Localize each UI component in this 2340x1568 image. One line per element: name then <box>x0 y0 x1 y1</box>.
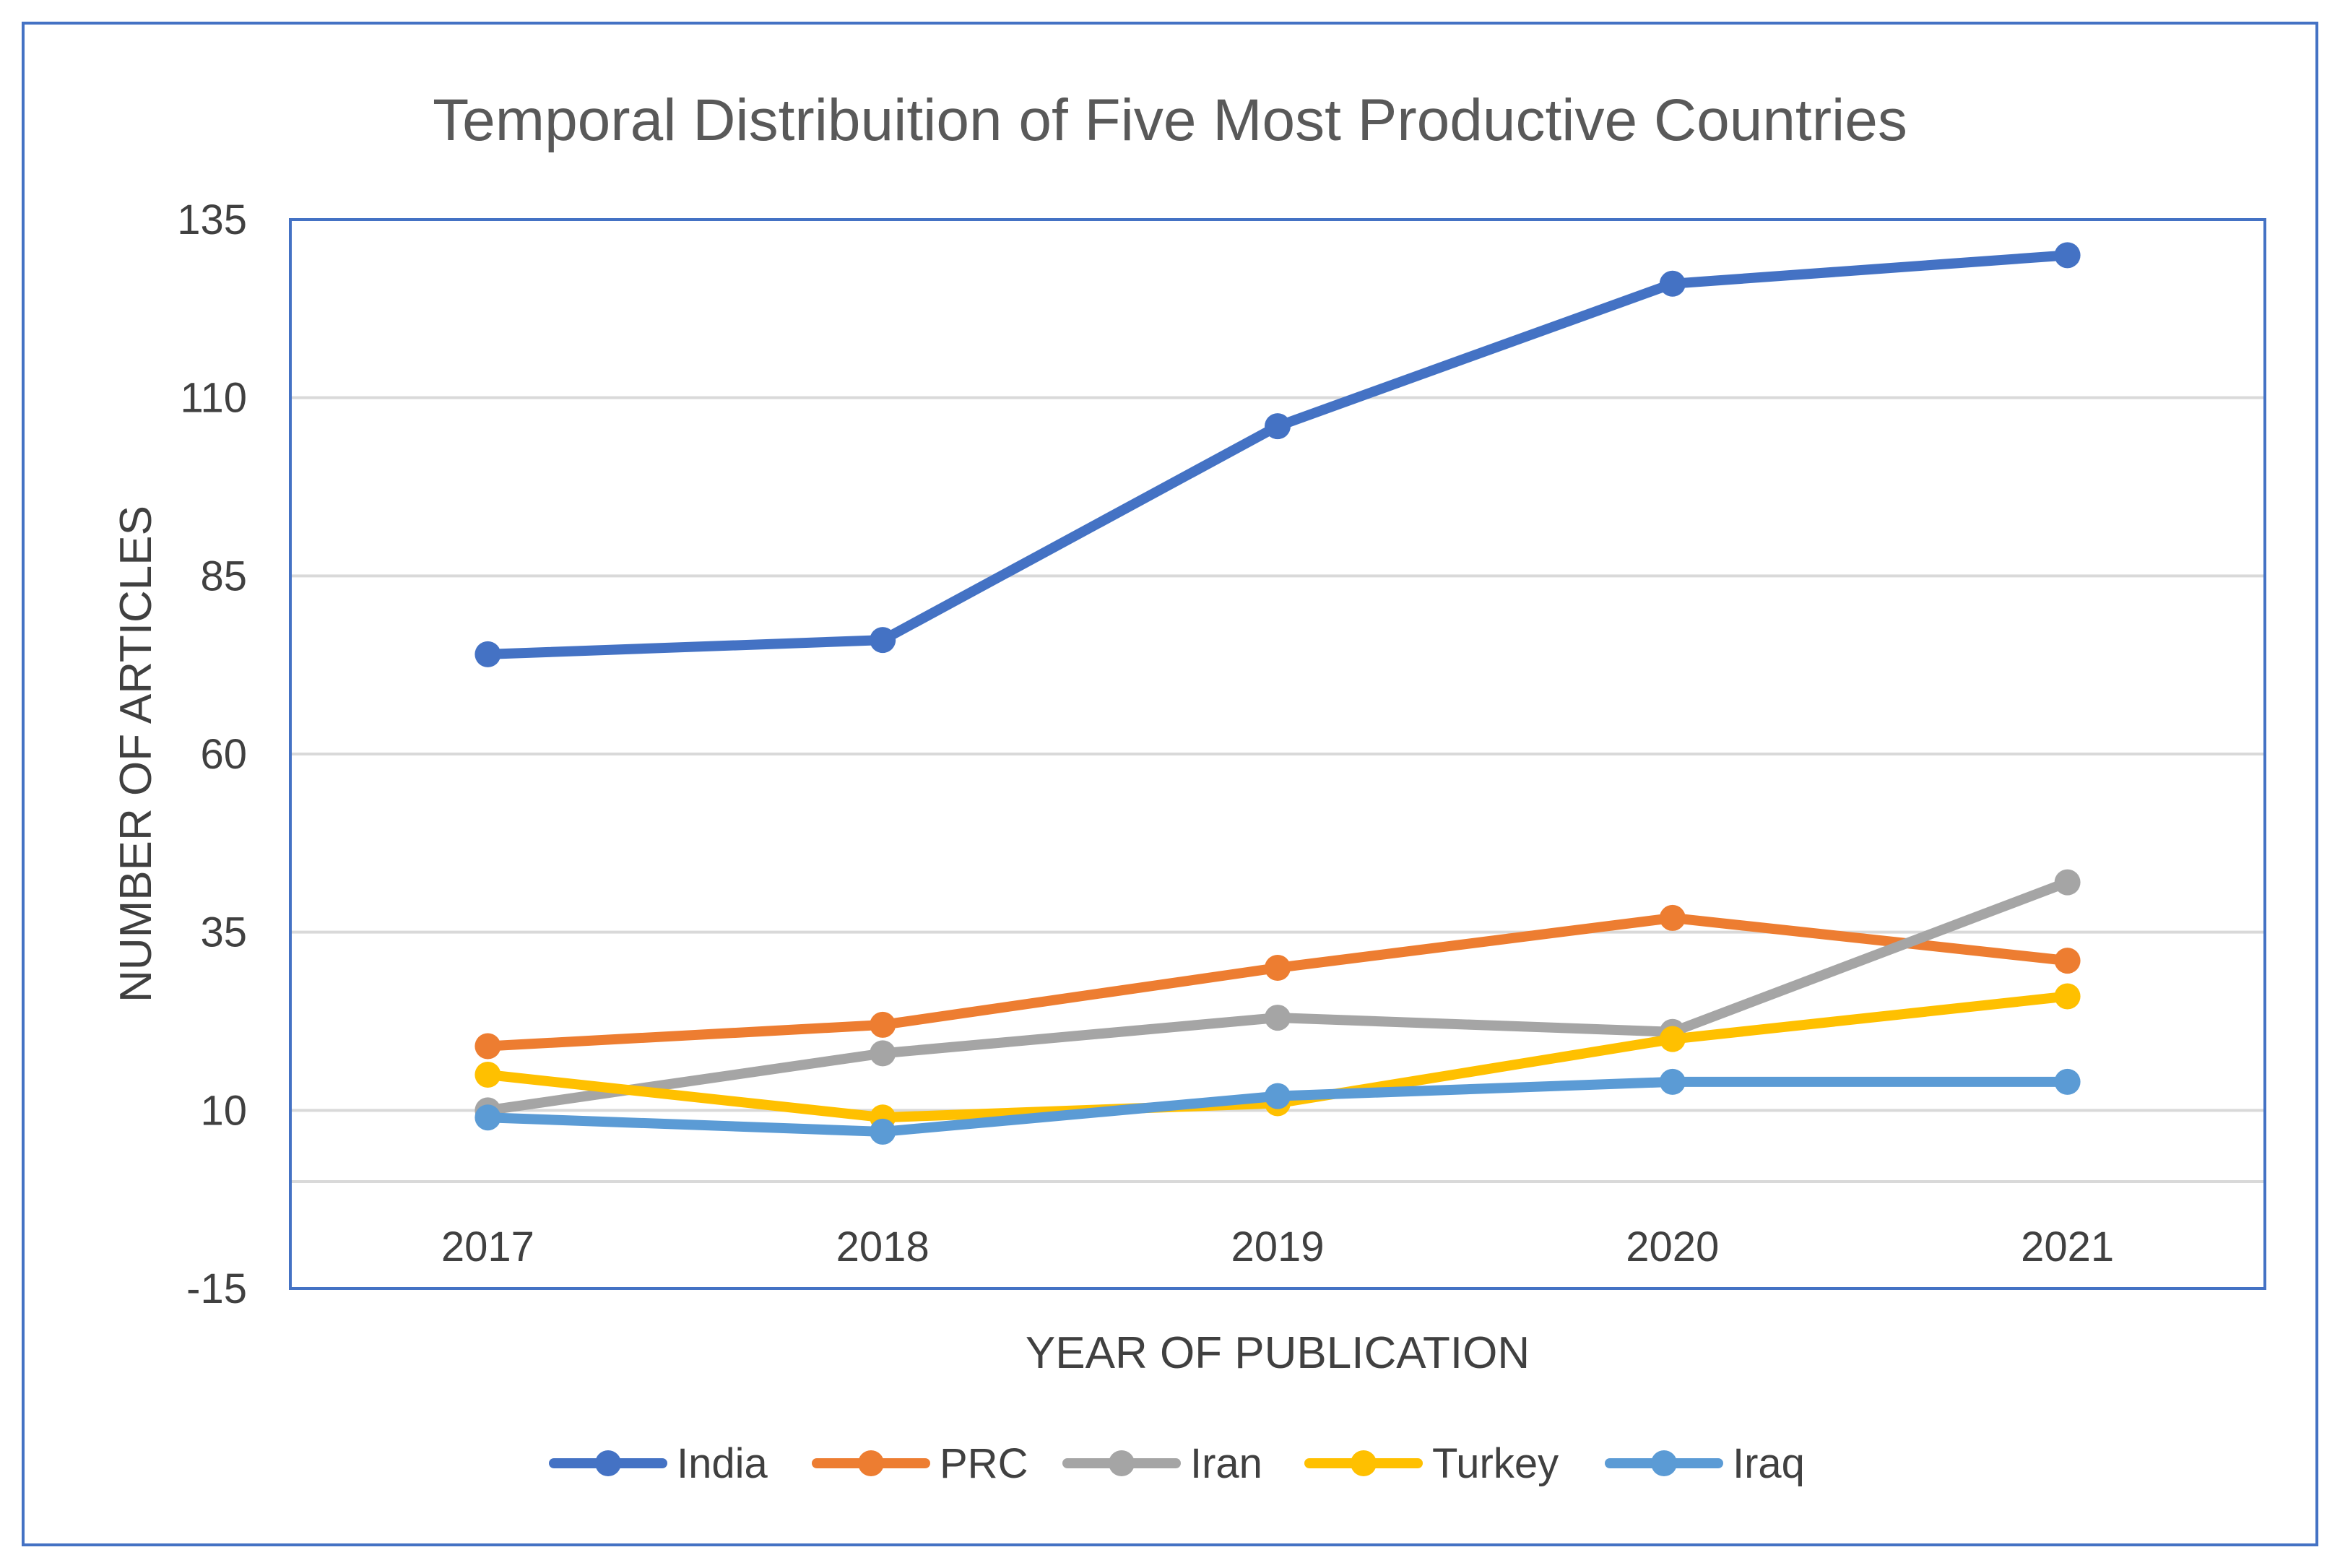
data-point <box>1659 1068 1686 1095</box>
x-axis-ticks: 2017 2018 2019 2020 2021 <box>441 1223 2114 1270</box>
y-tick-label: -15 <box>186 1265 247 1312</box>
data-point <box>1659 1026 1686 1052</box>
x-tick-label: 2020 <box>1626 1223 1719 1270</box>
legend-label: PRC <box>940 1440 1028 1487</box>
x-tick-label: 2019 <box>1231 1223 1324 1270</box>
data-point <box>1265 1083 1291 1109</box>
series-iran <box>474 869 2081 1124</box>
series-line <box>482 877 2073 1116</box>
data-point <box>474 641 501 667</box>
legend-label: Iraq <box>1733 1440 1805 1487</box>
data-point <box>870 1118 896 1145</box>
y-tick-label: 10 <box>200 1087 247 1134</box>
data-point <box>870 1040 896 1067</box>
data-point <box>2054 1068 2081 1095</box>
x-tick-label: 2021 <box>2021 1223 2114 1270</box>
x-tick-label: 2017 <box>441 1223 534 1270</box>
data-point <box>2054 242 2081 269</box>
data-point <box>1265 413 1291 440</box>
legend-marker <box>858 1450 884 1476</box>
data-point <box>1659 904 1686 931</box>
y-tick-label: 135 <box>177 196 247 243</box>
gridlines <box>290 396 2265 1183</box>
legend-marker <box>595 1450 621 1476</box>
y-tick-label: 85 <box>200 553 247 599</box>
data-point <box>2054 983 2081 1010</box>
legend-item-turkey: Turkey <box>1304 1440 1559 1487</box>
series-india <box>474 242 2081 667</box>
y-tick-label: 35 <box>200 909 247 956</box>
y-tick-label: 110 <box>181 375 247 422</box>
legend-marker <box>1351 1450 1377 1476</box>
data-point <box>474 1033 501 1060</box>
chart-title: Temporal Distribuition of Five Most Prod… <box>433 87 1907 153</box>
legend-label: India <box>677 1440 768 1487</box>
legend-item-prc: PRC <box>812 1440 1028 1487</box>
series-iraq <box>474 1068 2081 1145</box>
y-tick-label: 60 <box>200 731 247 778</box>
x-tick-label: 2018 <box>836 1223 930 1270</box>
data-point <box>1265 955 1291 981</box>
legend-item-india: India <box>549 1440 768 1487</box>
legend-item-iraq: Iraq <box>1605 1440 1805 1487</box>
plot-area-border <box>289 218 2266 1290</box>
legend-label: Turkey <box>1432 1440 1559 1487</box>
series-line <box>482 250 2073 659</box>
data-point <box>870 627 896 654</box>
legend-item-iran: Iran <box>1062 1440 1262 1487</box>
data-point <box>2054 869 2081 896</box>
legend-marker <box>1109 1450 1135 1476</box>
legend-marker <box>1651 1450 1677 1476</box>
data-point <box>474 1062 501 1088</box>
chart-frame: Temporal Distribuition of Five Most Prod… <box>22 22 2318 1546</box>
y-axis-ticks: -15 10 35 60 85 110 135 <box>177 196 247 1312</box>
x-axis-title: YEAR OF PUBLICATION <box>1026 1328 1530 1378</box>
data-point <box>2054 948 2081 974</box>
data-point <box>474 1104 501 1131</box>
data-point <box>870 1011 896 1038</box>
legend: India PRC Iran Turkey Iraq <box>549 1440 1805 1487</box>
legend-label: Iran <box>1190 1440 1262 1487</box>
y-axis-title: NUMBER OF ARTICLES <box>111 506 161 1002</box>
data-point <box>1265 1005 1291 1031</box>
series-prc <box>474 904 2081 1060</box>
data-point <box>1659 270 1686 297</box>
line-chart: Temporal Distribuition of Five Most Prod… <box>111 87 2266 1487</box>
series-lines <box>474 242 2081 1145</box>
